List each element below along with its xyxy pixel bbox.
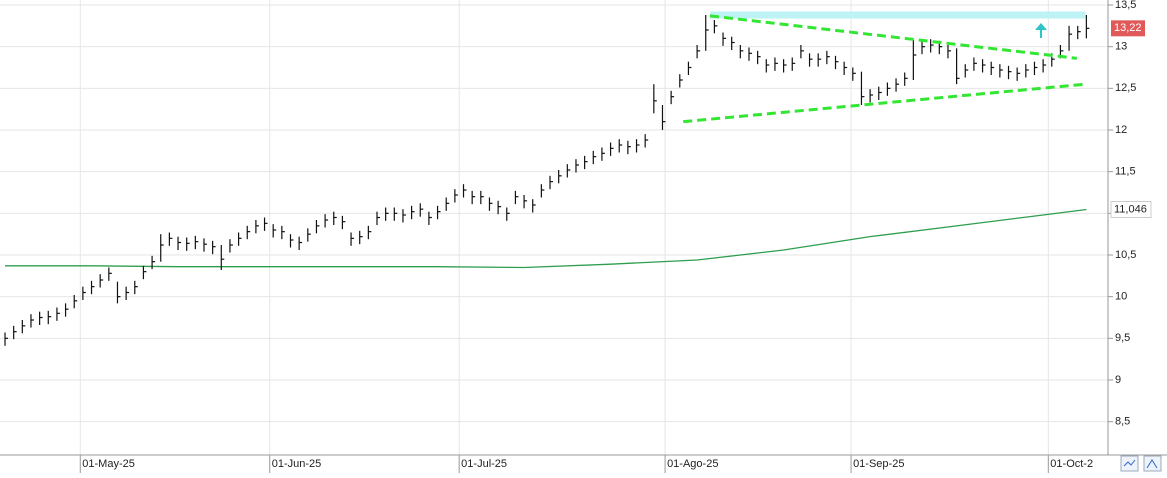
y-tick-label: 13 bbox=[1115, 41, 1127, 53]
ma-value-label: 11,046 bbox=[1114, 203, 1147, 215]
trendline bbox=[683, 82, 1086, 124]
x-tick-label: 01-May-25 bbox=[82, 458, 135, 470]
x-tick-label: 01-Jun-25 bbox=[272, 458, 322, 470]
y-tick-label: 10,5 bbox=[1115, 249, 1136, 261]
x-tick-label: 01-Oct-2 bbox=[1050, 458, 1093, 470]
x-tick-label: 01-Jul-25 bbox=[461, 458, 507, 470]
last-price-label: 13,22 bbox=[1114, 22, 1142, 34]
up-arrow bbox=[1035, 23, 1047, 38]
y-tick-label: 9,5 bbox=[1115, 332, 1130, 344]
scale-icon bbox=[1146, 459, 1158, 469]
trendline bbox=[709, 14, 1078, 60]
moving-average bbox=[5, 208, 1087, 269]
y-tick-label: 12 bbox=[1115, 124, 1127, 136]
ma-value-box bbox=[1110, 201, 1152, 218]
y-tick-label: 9 bbox=[1115, 374, 1121, 386]
y-tick-label: 10 bbox=[1115, 291, 1127, 303]
x-tick-label: 01-Ago-25 bbox=[667, 458, 718, 470]
zoom-icon bbox=[1123, 459, 1136, 467]
x-tick-label: 01-Sep-25 bbox=[853, 458, 904, 470]
scale-button[interactable] bbox=[1143, 455, 1162, 472]
y-tick-label: 13,5 bbox=[1115, 0, 1136, 11]
last-price-box bbox=[1111, 20, 1145, 37]
y-tick-label: 8,5 bbox=[1115, 416, 1130, 428]
y-tick-label: 11,5 bbox=[1115, 166, 1136, 178]
y-tick-label: 12,5 bbox=[1115, 82, 1136, 94]
